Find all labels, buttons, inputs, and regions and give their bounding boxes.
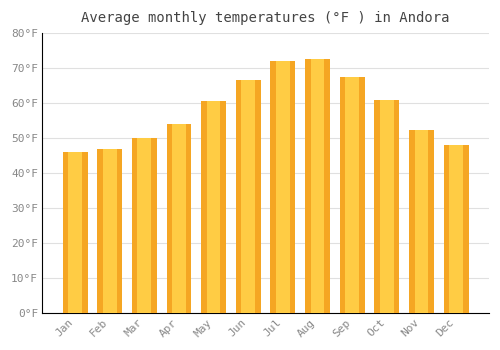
Bar: [374, 100, 400, 313]
Bar: [132, 138, 157, 313]
Bar: [340, 77, 364, 313]
Bar: [68, 152, 82, 313]
Bar: [103, 149, 117, 313]
Bar: [97, 149, 122, 313]
Bar: [62, 152, 88, 313]
Bar: [414, 130, 428, 313]
Bar: [444, 145, 468, 313]
Bar: [207, 102, 220, 313]
Bar: [305, 60, 330, 313]
Bar: [166, 124, 192, 313]
Bar: [270, 61, 295, 313]
Bar: [380, 100, 394, 313]
Bar: [236, 80, 260, 313]
Bar: [242, 80, 255, 313]
Title: Average monthly temperatures (°F ) in Andora: Average monthly temperatures (°F ) in An…: [82, 11, 450, 25]
Bar: [138, 138, 151, 313]
Bar: [310, 60, 324, 313]
Bar: [450, 145, 463, 313]
Bar: [346, 77, 359, 313]
Bar: [172, 124, 186, 313]
Bar: [201, 102, 226, 313]
Bar: [409, 130, 434, 313]
Bar: [276, 61, 290, 313]
